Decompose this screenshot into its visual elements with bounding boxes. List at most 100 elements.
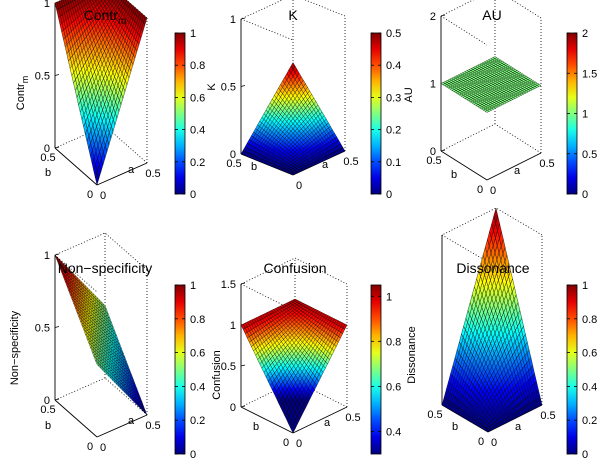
colorbar-tick-label: 1	[386, 291, 392, 303]
colorbar-tick-label: 0.5	[386, 28, 401, 40]
colorbar-tick-label: 1.5	[582, 68, 597, 80]
z-tick	[240, 85, 246, 87]
b-axis	[54, 399, 98, 438]
z-tick	[440, 14, 446, 17]
b-tick-label: 0.5	[40, 152, 55, 164]
surface-face	[95, 170, 100, 186]
a-tick-label: 0.5	[145, 420, 160, 432]
colorbar-tick-label: 0.6	[582, 348, 597, 360]
box-edge-top	[240, 0, 346, 20]
colorbar	[370, 32, 382, 195]
box-edge-top-front	[440, 15, 488, 46]
colorbar-tick-label: 0.1	[386, 157, 401, 169]
subplot-title: Contrm	[84, 7, 127, 27]
box-edge-top-front	[441, 234, 489, 263]
a-tick-label: 0.5	[539, 158, 554, 170]
a-axis-label: a	[322, 159, 329, 171]
colorbar-tick-label: 0.8	[582, 314, 597, 326]
subplot-title: Confusion	[263, 260, 326, 276]
subplot-title: Dissonance	[456, 260, 529, 276]
colorbar-tick-label: 0.8	[386, 336, 401, 348]
z-tick	[240, 364, 246, 367]
b-tick-label: 0	[283, 437, 289, 449]
z-tick-label: 0	[430, 146, 436, 158]
colorbar	[174, 284, 186, 455]
z-tick-label: 1	[44, 0, 50, 10]
a-tick-label: 0	[296, 180, 302, 192]
colorbar-tick-label: 0	[190, 449, 196, 461]
colorbar-tick-label: 2	[582, 28, 588, 40]
b-axis-label: b	[451, 169, 457, 181]
box-floor-back-a	[440, 123, 496, 152]
z-tick-label: 1	[44, 250, 50, 262]
z-tick	[54, 326, 60, 328]
z-tick	[240, 17, 246, 20]
z-tick	[54, 398, 60, 401]
z-tick-label: 1	[430, 79, 436, 91]
b-tick-label: 0	[87, 441, 93, 453]
z-tick-label: 0.5	[35, 71, 50, 83]
colorbar-tick-label: 1	[190, 28, 196, 40]
a-axis-label: a	[128, 164, 135, 176]
a-axis	[486, 152, 542, 181]
colorbar-tick-label: 0.2	[190, 415, 205, 427]
colorbar-tick-label: 0.4	[386, 426, 401, 438]
colorbar-tick-label: 0.4	[190, 125, 205, 137]
surface-mesh	[54, 254, 148, 416]
a-axis-label: a	[515, 421, 522, 433]
b-axis-label: b	[253, 421, 259, 433]
surface-mesh	[54, 0, 148, 186]
z-tick	[240, 282, 246, 285]
box-floor-back-b	[104, 125, 148, 164]
surface-mesh	[441, 207, 543, 433]
colorbar-tick-label: 0.8	[190, 314, 205, 326]
colorbar	[174, 32, 186, 195]
surface-face	[290, 172, 296, 176]
box-floor-back-a	[54, 377, 106, 401]
colorbar-tick-label: 0.6	[386, 381, 401, 393]
colorbar-tick-label: 0	[190, 189, 196, 201]
colorbar-tick-label: 0.4	[386, 60, 401, 72]
colorbar-tick-label: 0.8	[190, 60, 205, 72]
a-axis-label: a	[128, 415, 135, 427]
colorbar-tick-label: 0	[386, 189, 392, 201]
z-tick-label: 0	[230, 402, 236, 414]
b-tick-label: 0.5	[40, 404, 55, 416]
subplot-title: K	[288, 7, 298, 23]
colorbar-tick-label: 0.2	[582, 415, 597, 427]
z-tick	[440, 149, 446, 152]
z-tick-label: 1	[230, 14, 236, 26]
b-axis-label: b	[45, 167, 51, 179]
colorbar-tick-label: 0.6	[190, 92, 205, 104]
z-tick-label: 0	[230, 149, 236, 161]
colorbar-tick-label: 1	[190, 280, 196, 292]
b-tick-label: 0	[87, 189, 93, 201]
colorbar-tick-label: 0.2	[190, 157, 205, 169]
colorbar-tick-label: 0.5	[582, 149, 597, 161]
b-tick-label: 0.5	[426, 155, 441, 167]
b-tick-label: 0	[477, 184, 483, 196]
colorbar-tick-label: 0.4	[190, 381, 205, 393]
box-edge-top-front	[240, 18, 294, 41]
colorbar-tick-label: 0	[582, 449, 588, 461]
a-tick-label: 0.5	[145, 168, 160, 180]
b-tick-label: 0.5	[226, 158, 241, 170]
a-axis	[96, 414, 148, 438]
a-axis-label: a	[514, 165, 521, 177]
box-edge-top	[440, 0, 542, 19]
colorbar-tick-label: 1	[582, 109, 588, 121]
a-tick-label: 0	[296, 438, 302, 450]
b-axis-label: b	[251, 161, 257, 173]
colorbar	[370, 284, 382, 455]
b-tick-label: 0	[478, 436, 484, 448]
z-axis-label: Dissonance	[406, 326, 418, 383]
z-tick	[54, 74, 60, 76]
surface-mesh	[240, 62, 346, 176]
colorbar-tick-label: 1	[582, 280, 588, 292]
colorbar-tick-label: 0.4	[582, 381, 597, 393]
colorbar-tick-label: 0	[582, 189, 588, 201]
